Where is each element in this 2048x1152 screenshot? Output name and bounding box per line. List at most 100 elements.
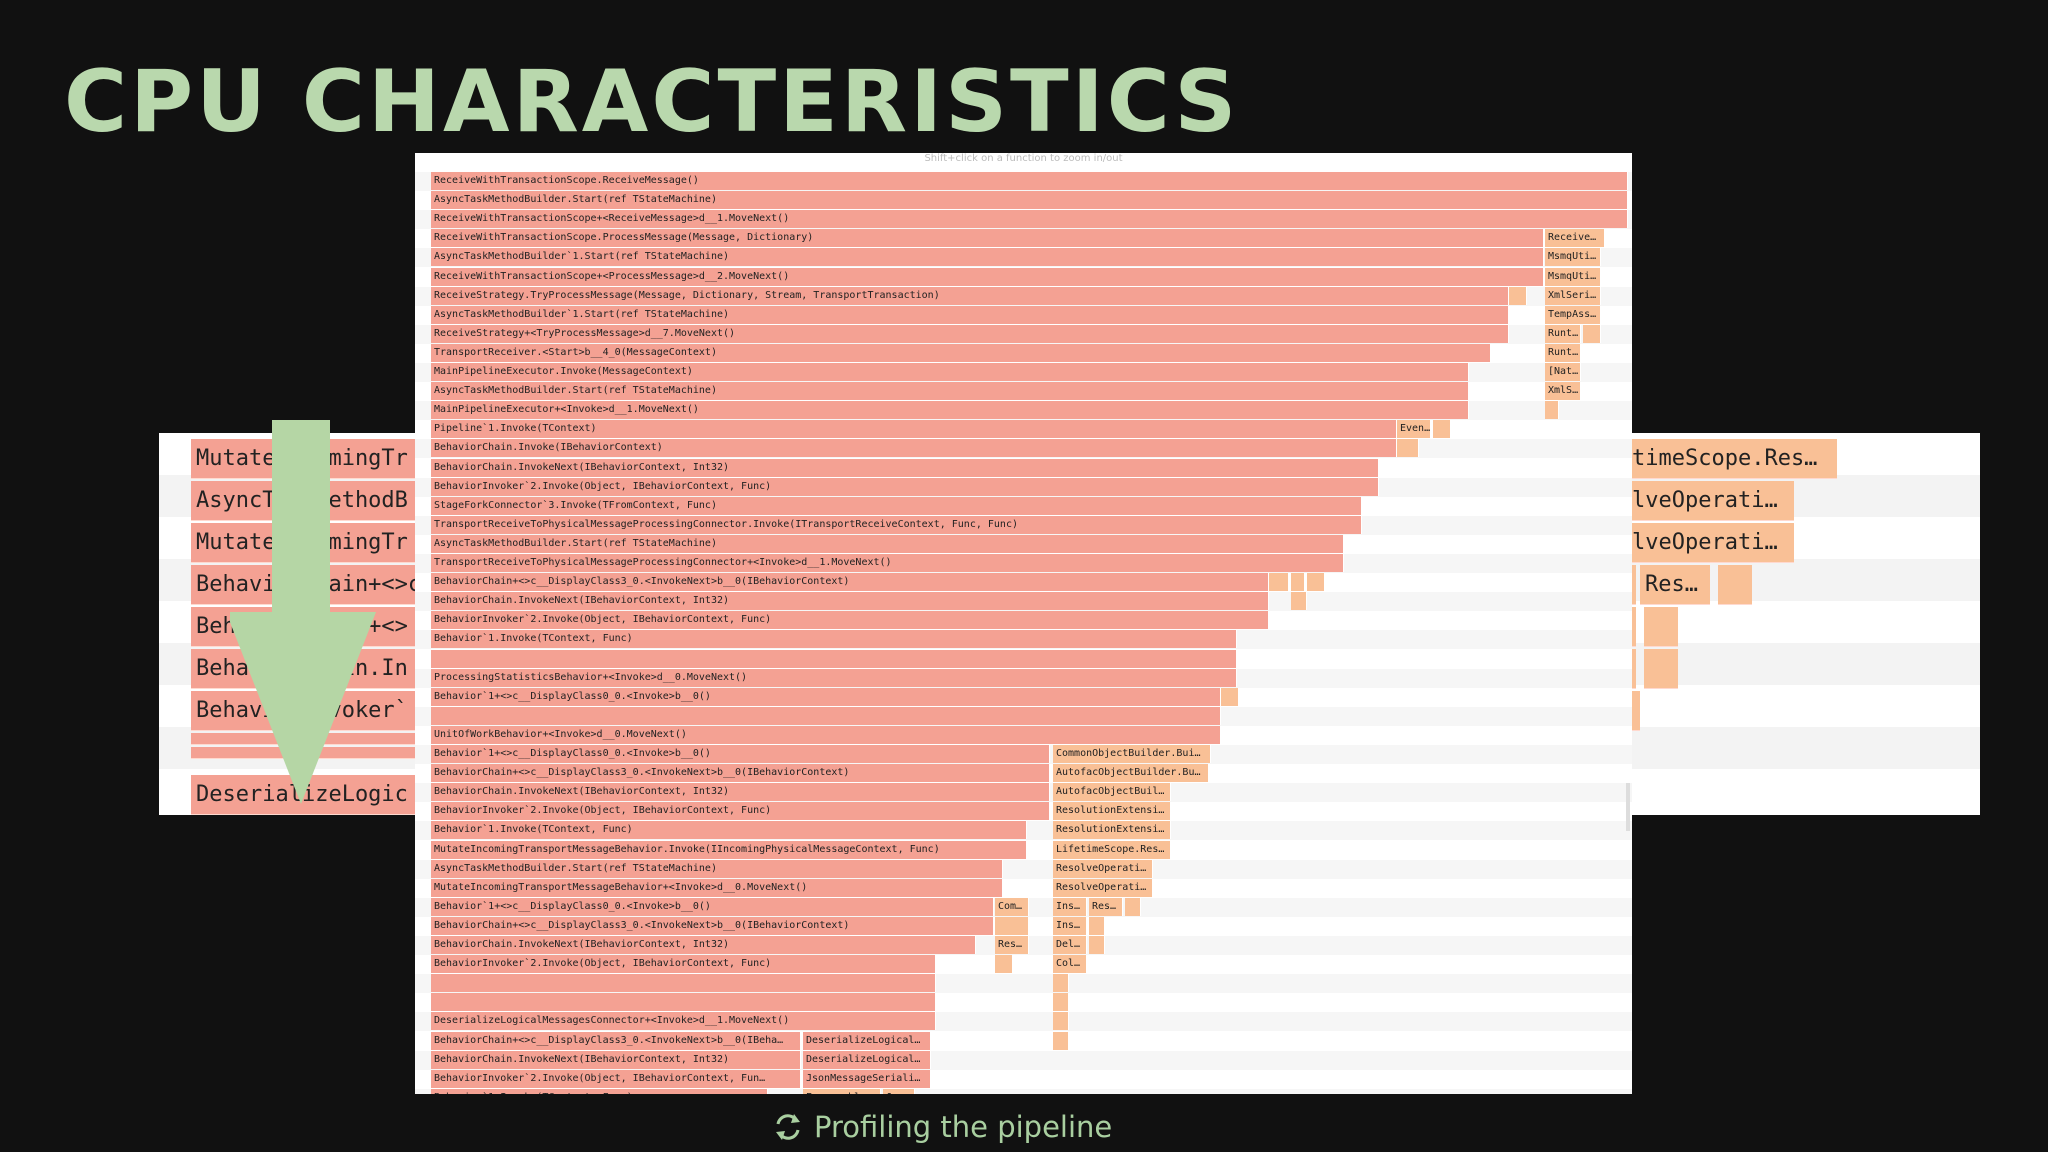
zoom-right-row[interactable] [1718,565,1752,605]
flame-frame[interactable] [1269,573,1289,592]
flame-frame[interactable] [995,916,1029,935]
flame-frame[interactable]: AsyncTaskMethodBuilder.Start(ref TStateM… [431,859,1003,878]
flame-frame[interactable]: JsonMessageSeriali… [803,1069,931,1088]
flame-frame[interactable]: BehaviorChain+<>c__DisplayClass3_0.<Invo… [431,916,994,935]
flame-frame[interactable]: BehaviorChain+<>c__DisplayClass3_0.<Invo… [431,573,1269,592]
flame-frame[interactable] [1307,573,1325,592]
flame-frame[interactable]: Even… [1397,420,1431,439]
flame-frame[interactable]: Pipeline`1.Invoke(TContext) [431,420,1397,439]
flame-frame[interactable]: MutateIncomingTransportMessageBehavior.I… [431,840,1027,859]
flame-frame[interactable]: Col… [1053,955,1087,974]
flame-frame[interactable]: BehaviorInvoker`2.Invoke(Object, IBehavi… [431,802,1050,821]
zoom-right-row[interactable]: Res… [1640,565,1710,605]
flame-frame[interactable]: DeserializeLogical… [803,1050,931,1069]
flame-frame[interactable]: Enumerable… [803,1088,881,1094]
flame-frame[interactable] [1053,974,1069,993]
zoom-right-row[interactable]: timeScope.Res… [1632,439,1837,479]
flame-frame[interactable]: TransportReceiveToPhysicalMessageProcess… [431,554,1344,572]
flame-frame[interactable]: Res… [1089,897,1123,916]
flame-frame[interactable] [1125,897,1141,916]
zoom-right-row[interactable]: lveOperati… [1632,481,1794,521]
flame-frame[interactable]: ReceiveStrategy+<TryProcessMessage>d__7.… [431,324,1509,343]
flame-frame[interactable]: Behavior`1.Invoke(TContext, Func) [431,630,1237,649]
zoom-right-row[interactable]: lveOperati… [1632,523,1794,563]
flame-frame[interactable]: ProcessingStatisticsBehavior+<Invoke>d__… [431,668,1237,687]
flame-frame[interactable]: Ins… [1053,916,1087,935]
flame-frame[interactable]: DeserializeLogical… [803,1031,931,1050]
flame-frame[interactable]: BehaviorChain+<>c__DisplayClass3_0.<Invo… [431,764,1050,783]
flame-frame[interactable]: Behavior`1.Invoke(TContext, Func) [431,821,1027,840]
flame-frame[interactable]: MainPipelineExecutor+<Invoke>d__1.MoveNe… [431,401,1469,420]
flame-frame[interactable] [1509,286,1527,305]
flame-frame[interactable]: Del… [1053,936,1087,954]
flame-frame[interactable] [1089,916,1105,935]
flame-frame[interactable]: BehaviorChain.InvokeNext(IBehaviorContex… [431,458,1379,477]
zoom-right-row[interactable] [1632,565,1636,605]
flame-frame[interactable]: ResolutionExtensi… [1053,802,1171,821]
flame-frame[interactable]: BehaviorChain.InvokeNext(IBehaviorContex… [431,783,1050,802]
flame-frame[interactable]: AsyncTaskMethodBuilder.Start(ref TStateM… [431,534,1344,553]
flame-frame[interactable]: ReceiveWithTransactionScope.ProcessMessa… [431,229,1544,248]
zoom-right-row[interactable] [1632,649,1636,689]
flame-frame[interactable]: Behavior`1+<>c__DisplayClass0_0.<Invoke>… [431,897,994,916]
flame-frame[interactable]: Jso… [883,1088,915,1094]
flame-frame[interactable]: BehaviorChain.InvokeNext(IBehaviorContex… [431,936,976,954]
flame-frame[interactable] [431,974,936,993]
flame-frame[interactable] [1089,936,1105,954]
flame-frame[interactable]: BehaviorInvoker`2.Invoke(Object, IBehavi… [431,611,1269,630]
flame-frame[interactable]: BehaviorInvoker`2.Invoke(Object, IBehavi… [431,1069,801,1088]
flame-frame[interactable] [1053,1031,1069,1050]
flame-frame[interactable]: XmlSeri… [1545,286,1601,305]
flame-frame[interactable]: ReceiveWithTransactionScope+<ProcessMess… [431,267,1544,286]
flame-frame[interactable]: Behavior`1+<>c__DisplayClass0_0.<Invoke>… [431,687,1221,706]
flame-frame[interactable]: BehaviorChain+<>c__DisplayClass3_0.<Invo… [431,1031,801,1050]
flame-frame[interactable] [431,649,1237,668]
flame-frame[interactable]: AsyncTaskMethodBuilder`1.Start(ref TStat… [431,305,1509,324]
flame-frame[interactable]: StageForkConnector`3.Invoke(TFromContext… [431,496,1362,515]
flame-frame[interactable]: ResolveOperati… [1053,878,1153,897]
flame-frame[interactable] [1053,1012,1069,1031]
zoom-right-row[interactable] [1632,691,1640,731]
flame-frame[interactable]: UnitOfWorkBehavior+<Invoke>d__0.MoveNext… [431,725,1221,744]
flame-frame[interactable]: BehaviorChain.Invoke(IBehaviorContext) [431,439,1397,458]
flame-frame[interactable]: AsyncTaskMethodBuilder.Start(ref TStateM… [431,382,1469,401]
flame-frame[interactable] [431,706,1221,725]
zoom-right-row[interactable] [1644,607,1678,647]
scrollbar[interactable] [1626,783,1630,831]
flame-frame[interactable]: DeserializeLogicalMessagesConnector+<Inv… [431,1012,936,1031]
flame-frame[interactable]: Com… [995,897,1029,916]
flame-frame[interactable]: Behavior`1.Invoke(TContext, Func) [431,1088,768,1094]
flame-frame[interactable]: AutofacObjectBuil… [1053,783,1171,802]
flame-frame[interactable]: Behavior`1+<>c__DisplayClass0_0.<Invoke>… [431,745,1050,763]
flame-frame[interactable] [1221,687,1239,706]
flame-frame[interactable] [1291,592,1307,611]
zoom-right-row[interactable] [1644,649,1678,689]
flame-frame[interactable]: BehaviorChain.InvokeNext(IBehaviorContex… [431,1050,801,1069]
flame-frame[interactable]: BehaviorInvoker`2.Invoke(Object, IBehavi… [431,955,936,974]
flame-frame[interactable]: XmlS… [1545,382,1581,401]
flame-frame[interactable]: MainPipelineExecutor.Invoke(MessageConte… [431,363,1469,381]
flame-frame[interactable] [1583,324,1601,343]
flame-frame[interactable]: Res… [995,936,1029,954]
flame-frame[interactable]: LifetimeScope.Res… [1053,840,1171,859]
flame-frame[interactable]: BehaviorInvoker`2.Invoke(Object, IBehavi… [431,477,1379,496]
flame-frame[interactable]: TransportReceiver.<Start>b__4_0(MessageC… [431,343,1491,362]
flame-frame[interactable]: Runt… [1545,324,1581,343]
flame-frame[interactable]: ReceiveWithTransactionScope+<ReceiveMess… [431,210,1628,229]
flame-frame[interactable]: ReceiveStrategy.TryProcessMessage(Messag… [431,286,1509,305]
flame-frame[interactable]: Ins… [1053,897,1087,916]
flame-frame[interactable] [1397,439,1419,458]
flame-frame[interactable]: AsyncTaskMethodBuilder`1.Start(ref TStat… [431,248,1544,267]
flame-frame[interactable]: MsmqUti… [1545,248,1601,267]
flame-frame[interactable]: [Nat… [1545,363,1581,381]
flame-frame[interactable] [431,993,936,1012]
flame-frame[interactable]: MsmqUti… [1545,267,1601,286]
flame-frame[interactable]: CommonObjectBuilder.Bui… [1053,745,1211,763]
flame-frame[interactable]: MutateIncomingTransportMessageBehavior+<… [431,878,1003,897]
flame-frame[interactable]: Receive… [1545,229,1605,248]
zoom-right-row[interactable] [1632,607,1636,647]
flame-frame[interactable]: Runt… [1545,343,1581,362]
flame-frame[interactable] [1545,401,1559,420]
flame-frame[interactable] [1053,993,1069,1012]
flame-frame[interactable]: ResolveOperati… [1053,859,1153,878]
